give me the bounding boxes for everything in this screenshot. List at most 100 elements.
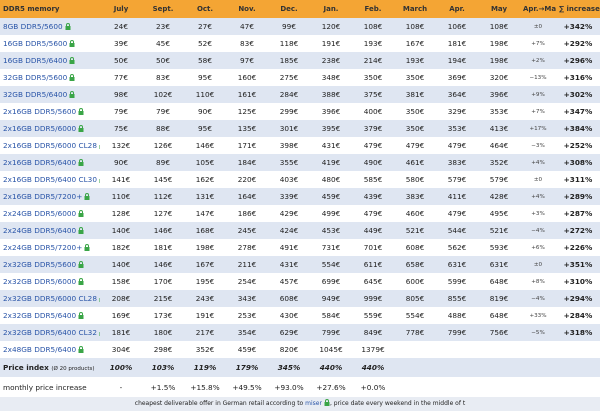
cell: +6%: [531, 244, 545, 251]
cell: 102€: [142, 86, 184, 103]
cell: 579€: [447, 175, 467, 184]
row-label: 2x32GB DDR5/6000: [0, 273, 100, 290]
cell: 193€: [363, 39, 383, 48]
empty-cell: [394, 341, 436, 358]
lock-icon: [69, 91, 75, 98]
cell: 499€: [321, 209, 341, 218]
cell: +2%: [520, 52, 556, 69]
cell: 488€: [447, 311, 467, 320]
cell: 1045€: [319, 345, 343, 354]
cell: 658€: [394, 256, 436, 273]
cell: +33%: [529, 312, 547, 319]
cell: 411€: [436, 188, 478, 205]
cell: 179%: [226, 358, 268, 377]
lock-icon: [78, 210, 84, 217]
table-row: 2x48GB DDR5/6400 304€ 298€ 352€ 459€ 820€ 1045…: [0, 341, 600, 358]
cell: +252%: [563, 141, 593, 150]
lock-icon: [99, 143, 100, 149]
lock-icon: [78, 346, 84, 353]
column-header: DDR5 memory: [0, 0, 100, 18]
cell: 83€: [240, 39, 254, 48]
header-row: DDR5 memory July Sept. Oct. Nov. Dec. Jan. Feb.…: [0, 0, 600, 18]
cell: 449€: [352, 222, 394, 239]
footer-link[interactable]: miser: [305, 400, 322, 407]
cell: 106€: [436, 18, 478, 35]
cell: 88€: [142, 120, 184, 137]
cell: 562€: [447, 243, 467, 252]
cell: 413€: [478, 120, 520, 137]
cell: 95€: [198, 73, 212, 82]
cell: 396€: [321, 107, 341, 116]
table-row: 2x24GB DDR5/7200+ 182€ 181€ 198€ 278€ 491€ 731…: [0, 239, 600, 256]
cell: 83€: [156, 73, 170, 82]
cell: 369€: [447, 73, 467, 82]
cell: 648€: [489, 311, 509, 320]
column-header: Nov.: [226, 0, 268, 18]
row-label: 2x32GB DDR5/6000 CL28: [0, 290, 100, 307]
cell: 352€: [195, 345, 215, 354]
cell: -: [119, 382, 123, 392]
empty-cell: [556, 341, 600, 358]
lock-icon: [324, 399, 330, 406]
cell: 90€: [198, 107, 212, 116]
cell: 103%: [142, 358, 184, 377]
cell: +318%: [556, 324, 600, 341]
cell: 799€: [310, 324, 352, 341]
table-row: 2x32GB DDR5/6400 CL32 181€ 180€ 217€ 354€ 629…: [0, 324, 600, 341]
row-label: 16GB DDR5/5600: [0, 35, 100, 52]
cell: 579€: [489, 175, 509, 184]
row-label: 2x16GB DDR5/5600: [0, 103, 100, 120]
lock-icon: [69, 57, 75, 64]
table-row: 2x16GB DDR5/7200+ 110€ 112€ 131€ 164€ 339€ 459…: [0, 188, 600, 205]
cell: +49.5%: [232, 382, 262, 392]
cell: 464€: [489, 141, 509, 150]
cell: +308%: [556, 154, 600, 171]
cell: 105€: [184, 154, 226, 171]
cell: 388€: [310, 86, 352, 103]
row-label: monthly price increase: [0, 377, 100, 397]
cell: 161€: [226, 86, 268, 103]
cell: 298€: [153, 345, 173, 354]
cell: +347%: [563, 107, 593, 116]
column-header: March: [394, 0, 436, 18]
cell: 110€: [100, 188, 142, 205]
cell: 491€: [279, 243, 299, 252]
cell: 145€: [153, 175, 173, 184]
table-row: 32GB DDR5/6400 98€ 102€ 110€ 161€ 284€ 388€ 375…: [0, 86, 600, 103]
cell: 631€: [436, 256, 478, 273]
row-note: (Ø 20 products): [51, 366, 95, 372]
cell: 457€: [279, 277, 299, 286]
cell: 585€: [363, 175, 383, 184]
table-row: 16GB DDR5/5600 39€ 45€ 52€ 83€ 118€ 191€ 193€ 16…: [0, 35, 600, 52]
table-row: 2x32GB DDR5/6000 CL28 208€ 215€ 243€ 343€ 608…: [0, 290, 600, 307]
cell: +296%: [556, 52, 600, 69]
cell: 110€: [184, 86, 226, 103]
cell: 58€: [184, 52, 226, 69]
cell: 284€: [268, 86, 310, 103]
cell: 439€: [352, 188, 394, 205]
cell: 167€: [405, 39, 425, 48]
table-row: 2x16GB DDR5/6000 75€ 88€ 95€ 135€ 301€ 395€ 379…: [0, 120, 600, 137]
cell: 193€: [394, 52, 436, 69]
lock-icon: [78, 159, 84, 166]
cell: 805€: [394, 290, 436, 307]
cell: 521€: [394, 222, 436, 239]
table-row: 2x16GB DDR5/6400 CL30 141€ 145€ 162€ 220€ 403…: [0, 171, 600, 188]
cell: +1.5%: [150, 382, 176, 392]
column-header: Dec.: [268, 0, 310, 18]
cell: 350€: [405, 73, 425, 82]
cell: 353€: [489, 107, 509, 116]
cell: 160€: [237, 73, 257, 82]
cell: 158€: [111, 277, 131, 286]
cell: 430€: [279, 311, 299, 320]
lock-icon: [99, 296, 100, 302]
cell: 400€: [363, 107, 383, 116]
cell: 731€: [321, 243, 341, 252]
row-label: 2x16GB DDR5/6400: [0, 154, 100, 171]
cell: 146€: [142, 256, 184, 273]
cell: 112€: [142, 188, 184, 205]
cell: +292%: [563, 39, 593, 48]
column-header: Jan.: [310, 0, 352, 18]
cell: +294%: [556, 290, 600, 307]
cell: 395€: [310, 120, 352, 137]
